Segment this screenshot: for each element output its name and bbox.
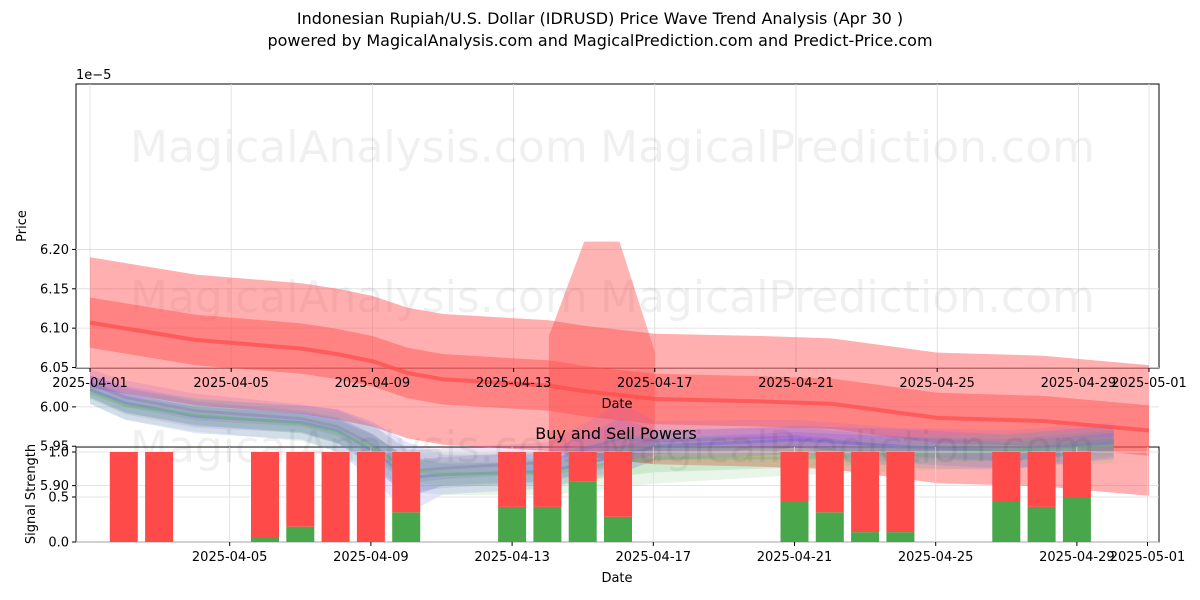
sell-bar	[533, 452, 562, 507]
x-tick-label: 2025-04-25	[898, 550, 974, 565]
blue-inner-band	[90, 381, 1114, 498]
sell-bar	[604, 452, 632, 517]
sell-bar	[568, 452, 597, 482]
top-x-axis-label: Date	[601, 397, 632, 412]
x-tick-label: 2025-04-29	[1039, 550, 1115, 565]
y-multiplier-label: 1e−5	[76, 68, 111, 83]
watermark: MagicalAnalysis.com	[130, 272, 588, 323]
watermark: MagicalPrediction.com	[600, 272, 1095, 323]
sell-bar	[815, 452, 844, 513]
buy-bar	[780, 501, 809, 542]
bottom-plot-title: Buy and Sell Powers	[535, 424, 697, 443]
sell-bar	[886, 452, 915, 533]
x-tick-label: 2025-04-17	[616, 550, 692, 565]
buy-bar	[886, 532, 915, 542]
top-plot-frame	[75, 83, 1160, 369]
x-tick-label: 2025-04-09	[333, 550, 409, 565]
sell-bar	[780, 452, 809, 502]
top-plot-grid	[76, 84, 1159, 487]
buy-bar	[498, 506, 527, 542]
purple-series-line	[89, 381, 1114, 473]
chart-title: Indonesian Rupiah/U.S. Dollar (IDRUSD) P…	[296, 9, 904, 28]
y-tick-label: 6.10	[40, 322, 69, 337]
sell-bar	[109, 452, 138, 542]
blue-series-line	[89, 388, 1114, 480]
y-tick-label: 6.15	[40, 282, 69, 297]
buy-bar	[392, 512, 421, 542]
purple-inner-band	[90, 375, 1114, 484]
sell-bar	[1062, 452, 1091, 497]
buy-bar	[251, 537, 279, 542]
y-tick-label: 0.0	[48, 536, 69, 551]
x-tick-label: 2025-04-05	[192, 550, 268, 565]
bottom-x-axis-label: Date	[601, 571, 632, 586]
red-trend-line	[89, 320, 1150, 433]
x-tick-label: 2025-04-29	[1041, 376, 1117, 391]
x-tick-label: 2025-04-13	[476, 376, 552, 391]
watermark: MagicalPrediction.com	[600, 122, 1095, 173]
y-tick-label: 1.0	[48, 446, 69, 461]
buy-bar	[815, 512, 844, 542]
x-tick-label: 2025-04-25	[899, 376, 975, 391]
x-tick-label: 2025-04-21	[758, 376, 834, 391]
sell-bar	[498, 452, 527, 507]
bottom-y-axis-label: Signal Strength	[24, 444, 39, 544]
sell-bar	[321, 452, 350, 542]
bottom-plot-bars	[109, 452, 1091, 542]
sell-bar	[251, 452, 279, 538]
x-tick-label: 2025-04-05	[193, 376, 269, 391]
red-outer-band	[90, 257, 1149, 496]
x-tick-label: 2025-04-13	[474, 550, 550, 565]
buy-bar	[992, 501, 1021, 542]
top-y-axis-label: Price	[15, 210, 30, 242]
buy-bar	[286, 526, 315, 542]
top-plot-watermarks: MagicalAnalysis.com MagicalPrediction.com…	[130, 122, 1095, 323]
buy-bar	[533, 506, 562, 542]
red-spike-band	[548, 241, 655, 465]
watermark: MagicalAnalysis.com	[130, 122, 588, 173]
sell-bar	[286, 452, 315, 527]
y-tick-label: 6.20	[40, 243, 69, 258]
red-inner-band	[90, 297, 1149, 456]
buy-bar	[851, 532, 880, 542]
sell-bar	[356, 452, 385, 542]
buy-bar	[604, 516, 632, 542]
sell-bar	[992, 452, 1021, 502]
sell-bar	[851, 452, 880, 533]
y-tick-label: 6.00	[40, 400, 69, 415]
y-tick-label: 6.05	[40, 361, 69, 376]
buy-bar	[568, 481, 597, 542]
x-tick-label: 2025-05-01	[1111, 376, 1187, 391]
buy-bar	[1027, 506, 1056, 542]
x-tick-label: 2025-04-21	[757, 550, 833, 565]
sell-bar	[1027, 452, 1056, 507]
x-tick-label: 2025-04-01	[52, 376, 128, 391]
sell-bar	[145, 452, 174, 542]
sell-bar	[392, 452, 421, 513]
top-plot-axes: 5.90 5.95 6.00 6.05 6.10 6.15 6.20 2025-04-01 20…	[40, 243, 1187, 494]
chart-subtitle: powered by MagicalAnalysis.com and Magic…	[267, 31, 933, 50]
buy-bar	[1062, 497, 1091, 542]
x-tick-label: 2025-04-09	[335, 376, 411, 391]
y-tick-label: 5.90	[40, 479, 69, 494]
bottom-plot-axes: 0.0 0.5 1.0 2025-04-05 2025-04-09 2025-04-13 2…	[48, 446, 1185, 566]
y-tick-label: 5.95	[40, 440, 69, 455]
x-tick-label: 2025-04-17	[617, 376, 693, 391]
y-tick-label: 0.5	[48, 491, 69, 506]
blue-outer-band	[90, 375, 1114, 514]
x-tick-label: 2025-05-01	[1110, 550, 1186, 565]
top-plot-series	[89, 241, 1150, 514]
